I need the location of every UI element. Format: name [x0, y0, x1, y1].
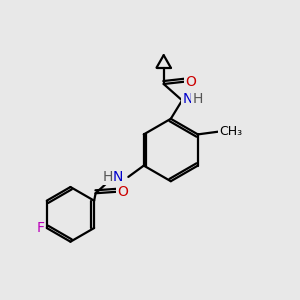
Text: H: H	[102, 170, 113, 184]
Text: H: H	[192, 92, 203, 106]
Text: O: O	[185, 75, 196, 88]
Text: CH₃: CH₃	[219, 125, 242, 138]
Text: O: O	[117, 185, 128, 199]
Text: F: F	[36, 221, 44, 235]
Text: N: N	[113, 170, 123, 184]
Text: N: N	[182, 92, 193, 106]
